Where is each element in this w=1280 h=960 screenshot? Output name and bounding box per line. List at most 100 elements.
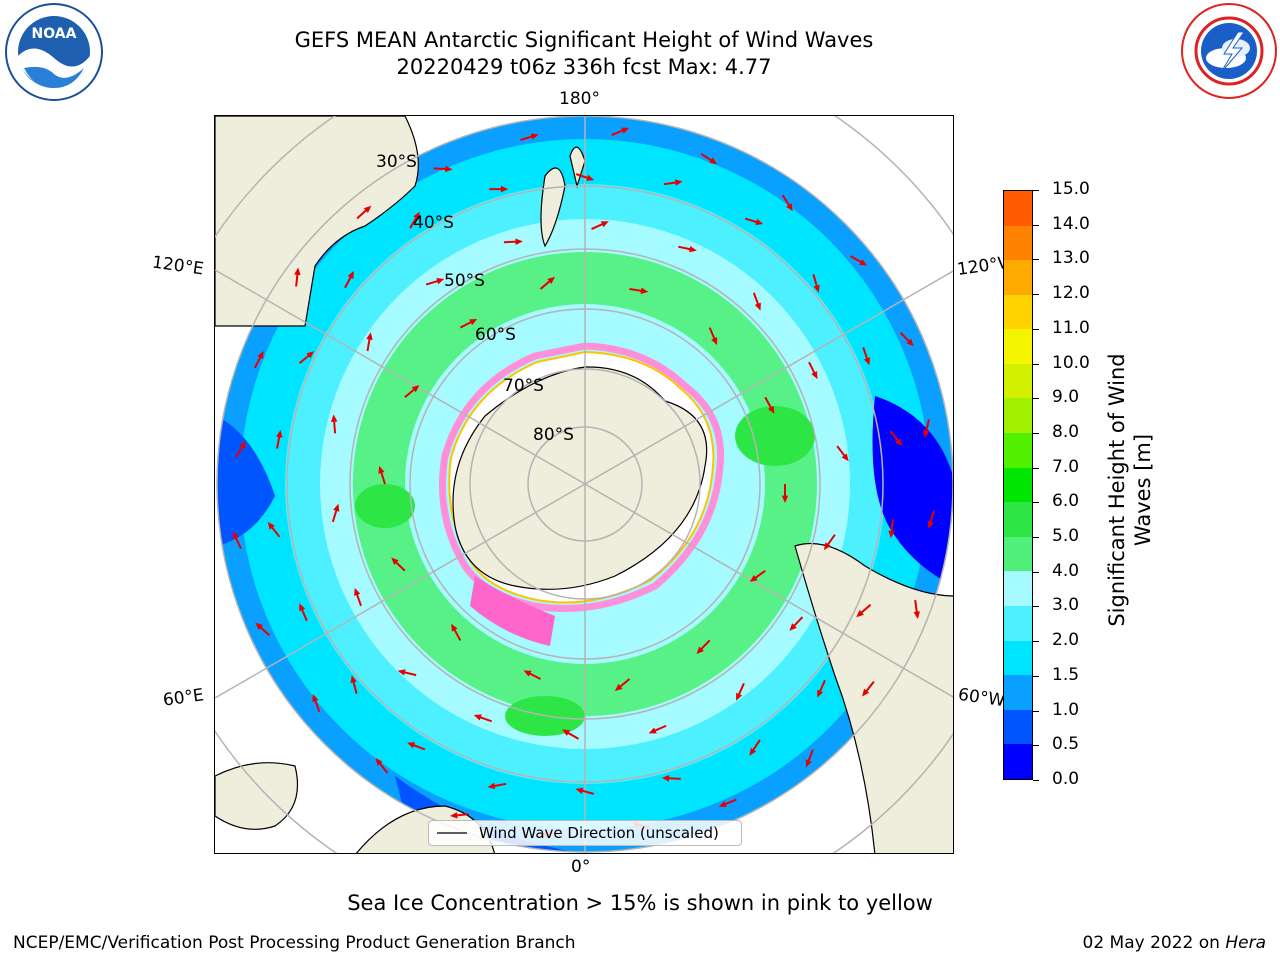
colorbar-tick-label: 4.0 [1052, 560, 1080, 581]
wind-arrow-head [239, 440, 246, 449]
wind-arrow-head [888, 530, 895, 539]
wind-arrow-head [927, 520, 934, 529]
colorbar-tick-mark [1033, 710, 1039, 712]
colorbar-tick-label: 1.5 [1052, 664, 1080, 685]
colorbar-tick-mark [1033, 432, 1039, 434]
wind-arrow-head [789, 623, 797, 631]
wind-arrow-head [378, 465, 385, 474]
wind-arrow-head [755, 218, 764, 226]
wind-arrow-head [411, 385, 420, 393]
wind-arrow-head [817, 689, 824, 698]
colorbar-label-line1: Significant Height of Wind [1105, 353, 1129, 627]
colorbar-segment [1004, 536, 1032, 572]
colorbar-tick-mark [1033, 780, 1039, 781]
legend-label: Wind Wave Direction (unscaled) [479, 824, 719, 842]
wind-arrow-head [749, 747, 757, 756]
wind-arrow-head [257, 351, 264, 360]
wind-arrow-head [754, 302, 761, 311]
colorbar-tick-label: 10.0 [1052, 352, 1090, 373]
colorbar-tick-label: 13.0 [1052, 248, 1090, 269]
wind-arrow-head [445, 165, 453, 173]
wind-arrow-head [306, 351, 315, 359]
wind-arrow-head [823, 542, 831, 551]
wind-arrow-head [811, 371, 818, 380]
colorbar-segment [1004, 260, 1032, 295]
chart-title: GEFS MEAN Antarctic Significant Height o… [294, 28, 874, 52]
colorbar-tick-label: 14.0 [1052, 213, 1090, 234]
wind-arrow-head [232, 531, 239, 540]
wind-arrow-head [767, 405, 775, 414]
lon-label-60e: 60°E [161, 685, 206, 711]
colorbar-segment [1004, 502, 1032, 537]
colorbar-tick-mark [1033, 745, 1039, 747]
wind-arrow-head [333, 503, 340, 512]
wind-arrow-head [781, 495, 789, 503]
wind-arrow-head [397, 669, 406, 676]
wind-arrow-head [841, 453, 849, 462]
wind-arrow-head [451, 623, 458, 632]
colorbar-tick-label: 0.5 [1052, 734, 1080, 755]
wind-arrow-head [923, 430, 930, 438]
lon-label-180: 180° [559, 89, 600, 109]
colorbar-label-line2: Waves [m] [1131, 433, 1155, 547]
footer-date-text: 02 May 2022 on [1082, 933, 1226, 953]
wind-arrow-head [487, 782, 496, 790]
wind-arrow-head [299, 603, 306, 612]
colorbar-segment [1004, 606, 1032, 641]
chart-subtitle: 20220429 t06z 336h fcst Max: 4.77 [396, 55, 772, 79]
colorbar-tick-mark [1033, 502, 1039, 504]
footer-credit: NCEP/EMC/Verification Post Processing Pr… [13, 933, 576, 953]
wind-arrow-head [449, 812, 458, 819]
wind-arrow-head [813, 284, 820, 293]
colorbar-tick-mark [1033, 294, 1039, 296]
sea-ice-note: Sea Ice Concentration > 15% is shown in … [347, 891, 933, 915]
colorbar-tick-label: 7.0 [1052, 456, 1080, 477]
colorbar [1003, 190, 1033, 780]
lat-label-50s: 50°S [444, 271, 485, 291]
map-panel: Wind Wave Direction (unscaled) [214, 115, 954, 854]
wind-arrow-head [294, 267, 301, 276]
colorbar-tick-mark [1033, 259, 1039, 261]
colorbar-segment [1004, 571, 1032, 607]
wind-arrow-head [523, 670, 532, 677]
colorbar-tick-mark [1033, 467, 1039, 469]
colorbar-segment [1004, 363, 1032, 399]
wind-arrow-head [436, 278, 445, 285]
colorbar-tick-label: 15.0 [1052, 179, 1090, 199]
noaa-logo: NOAA [4, 2, 104, 102]
colorbar-tick-label: 5.0 [1052, 526, 1080, 547]
wind-arrow-head [674, 179, 683, 186]
wind-arrow-head [648, 727, 657, 734]
lat-label-40s: 40°S [413, 213, 454, 233]
sea-ice [439, 342, 725, 646]
colorbar-segment [1004, 294, 1032, 330]
wind-arrow-head [859, 259, 868, 266]
wind-arrow-head [749, 574, 758, 582]
colorbar-tick-mark [1033, 571, 1039, 573]
footer-date: 02 May 2022 on Hera [1083, 933, 1267, 953]
wind-arrow-head [363, 205, 372, 214]
lon-label-60w: 60°W [956, 684, 1007, 712]
wind-arrow-head [718, 801, 727, 807]
wind-arrow-head [469, 318, 478, 326]
colorbar-segment [1004, 467, 1032, 503]
wind-arrow-head [640, 287, 649, 294]
colorbar-tick-mark [1033, 363, 1039, 365]
wind-arrow-head [863, 357, 871, 366]
wind-arrow-head [255, 622, 263, 630]
wind-arrow-head [586, 174, 595, 181]
wind-arrow-head [562, 729, 571, 736]
colorbar-segment [1004, 709, 1032, 745]
lat-label-80s: 80°S [533, 425, 574, 445]
colorbar-ticks: 0.0 0.5 1.0 1.5 2.0 3.0 4.0 5.0 6.0 7.0 8.0 9.0 10.0… [1033, 179, 1093, 789]
colorbar-tick-label: 6.0 [1052, 491, 1080, 512]
wind-arrow-head [736, 692, 743, 701]
lon-label-0: 0° [571, 857, 591, 877]
wind-arrow-head [786, 203, 793, 212]
colorbar-tick-label: 11.0 [1052, 317, 1090, 338]
wind-arrow-head [906, 338, 914, 347]
wind-arrow-head [696, 646, 704, 655]
wind-arrow-head [547, 276, 555, 284]
colorbar-segment [1004, 744, 1032, 779]
colorbar-tick-label: 3.0 [1052, 595, 1080, 616]
